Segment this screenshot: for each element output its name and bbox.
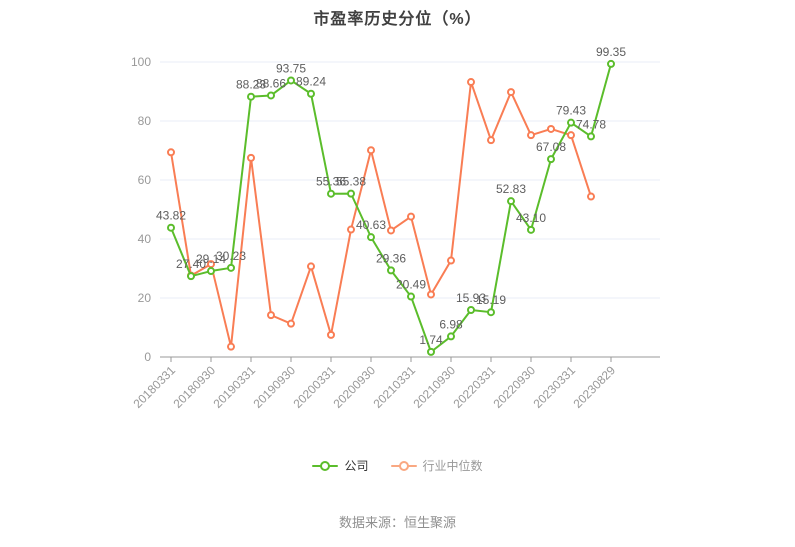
industry-median-data-point[interactable] [367, 146, 375, 155]
x-axis-tick-label: 20220331 [450, 363, 498, 411]
legend-item-company[interactable]: 公司 [312, 459, 369, 473]
legend-label-industry-median: 行业中位数 [422, 459, 483, 473]
company-point-label: 55.38 [336, 175, 366, 189]
industry-median-data-point[interactable] [507, 88, 515, 97]
y-axis-tick-label: 100 [131, 55, 151, 69]
x-axis-tick-label: 20230829 [570, 363, 618, 411]
y-axis-tick-label: 0 [144, 350, 151, 364]
industry-median-line [170, 81, 592, 348]
company-point-label: 15.93 [456, 291, 486, 305]
company-point-label: 55.36 [316, 175, 346, 189]
industry-median-data-point[interactable] [247, 153, 255, 162]
industry-median-data-point[interactable] [427, 290, 435, 299]
industry-median-data-point[interactable] [447, 256, 455, 265]
x-axis-tick-label: 20180930 [170, 363, 218, 411]
company-data-point[interactable] [507, 197, 515, 206]
industry-median-data-point[interactable] [587, 192, 595, 201]
company-data-point[interactable] [587, 132, 595, 141]
company-data-point[interactable] [607, 59, 615, 68]
company-data-point[interactable] [287, 76, 295, 85]
company-data-point[interactable] [467, 306, 475, 315]
industry-median-data-point[interactable] [167, 148, 175, 157]
company-data-point[interactable] [407, 292, 415, 301]
company-data-point[interactable] [347, 189, 355, 198]
industry-median-data-point[interactable] [527, 131, 535, 140]
x-axis-tick-label: 20210930 [410, 363, 458, 411]
company-point-label: 20.49 [396, 278, 426, 292]
industry-median-data-point[interactable] [287, 319, 295, 328]
chart-title: 市盈率历史分位（%） [313, 11, 482, 28]
industry-median-data-point[interactable] [487, 136, 495, 145]
industry-median-data-point[interactable] [267, 311, 275, 320]
chart-legend: 公司 行业中位数 [0, 459, 795, 473]
x-axis-tick-label: 20200331 [290, 363, 338, 411]
company-point-label: 30.23 [216, 249, 246, 263]
company-data-point[interactable] [387, 266, 395, 275]
company-data-point[interactable] [267, 91, 275, 100]
company-point-label: 52.83 [496, 182, 526, 196]
data-source-note: 数据来源：恒生聚源 [338, 515, 456, 530]
y-axis-tick-label: 40 [138, 232, 152, 246]
company-data-point[interactable] [367, 233, 375, 242]
company-line [170, 63, 612, 353]
company-data-point[interactable] [187, 272, 195, 281]
x-axis-tick-label: 20190331 [210, 363, 258, 411]
industry-median-data-point[interactable] [327, 330, 335, 339]
company-data-point[interactable] [567, 118, 575, 127]
company-point-label: 88.23 [236, 78, 266, 92]
x-axis-tick-label: 20230331 [530, 363, 578, 411]
industry-median-data-point[interactable] [567, 131, 575, 140]
company-data-point[interactable] [307, 89, 315, 98]
x-axis-tick-label: 20210331 [370, 363, 418, 411]
company-point-label: 1.74 [419, 333, 443, 347]
company-point-label: 88.66 [256, 76, 286, 90]
company-point-label: 99.35 [596, 45, 626, 59]
company-data-point[interactable] [247, 92, 255, 101]
company-point-label: 40.63 [356, 218, 386, 232]
company-data-point[interactable] [487, 308, 495, 317]
company-point-label: 89.24 [296, 75, 326, 89]
company-point-label: 15.19 [476, 293, 506, 307]
industry-median-data-point[interactable] [227, 342, 235, 351]
company-point-label: 43.10 [516, 211, 546, 225]
x-axis-tick-label: 20190930 [250, 363, 298, 411]
y-axis-tick-label: 60 [138, 173, 152, 187]
y-axis-tick-label: 20 [138, 291, 152, 305]
industry-median-data-point[interactable] [407, 212, 415, 221]
company-data-point[interactable] [527, 225, 535, 234]
industry-median-data-point[interactable] [387, 226, 395, 235]
company-point-label: 43.82 [156, 209, 186, 223]
industry-median-data-point[interactable] [347, 225, 355, 234]
industry-legend-marker-icon [390, 460, 417, 472]
company-point-label: 29.14 [196, 252, 226, 266]
company-point-label: 67.08 [536, 140, 566, 154]
industry-median-data-point[interactable] [307, 262, 315, 271]
pe-percentile-history-chart: 0 20 40 60 80 100 2018033120180930201903312019… [130, 45, 660, 411]
x-axis-tick-label: 20200930 [330, 363, 378, 411]
x-axis-tick-label: 20180331 [130, 363, 178, 411]
company-point-label: 27.40 [176, 257, 206, 271]
legend-label-company: 公司 [344, 459, 369, 473]
company-data-point[interactable] [447, 332, 455, 341]
company-point-label: 79.43 [556, 104, 586, 118]
company-data-point[interactable] [427, 347, 435, 356]
company-legend-marker-icon [312, 460, 339, 472]
legend-item-industry-median[interactable]: 行业中位数 [390, 459, 483, 473]
company-data-point[interactable] [547, 155, 555, 164]
industry-median-data-point[interactable] [467, 78, 475, 87]
company-data-point[interactable] [167, 223, 175, 232]
y-axis-tick-label: 80 [138, 114, 152, 128]
company-point-label: 6.98 [439, 317, 463, 331]
company-point-label: 74.78 [576, 117, 606, 131]
x-axis-tick-label: 20220930 [490, 363, 538, 411]
industry-median-data-point[interactable] [547, 124, 555, 133]
company-point-label: 29.36 [376, 251, 406, 265]
company-data-point[interactable] [227, 263, 235, 272]
company-point-label: 93.75 [276, 61, 306, 75]
company-data-point[interactable] [207, 267, 215, 276]
company-data-point[interactable] [327, 189, 335, 198]
